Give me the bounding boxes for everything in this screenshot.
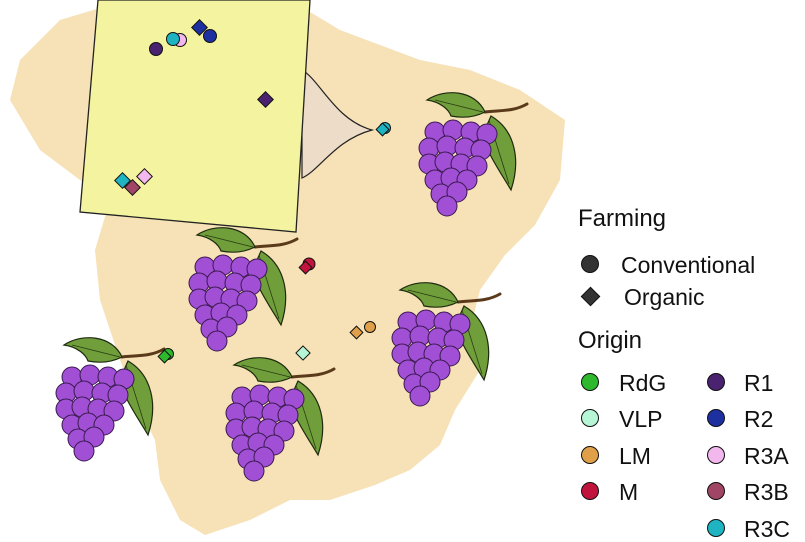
- legend-origin-marker-r3a: [707, 446, 725, 464]
- inset-zoom-panel: [79, 0, 311, 233]
- legend-origin-marker-r2: [707, 409, 725, 427]
- legend-origin-title: Origin: [578, 327, 642, 354]
- legend-origin-label-r1: R1: [744, 370, 773, 396]
- point-vlp-organic: [295, 345, 311, 361]
- point-r3c-organic: [114, 172, 131, 189]
- legend-farming-title: Farming: [578, 205, 666, 232]
- legend-origin-marker-r3b: [707, 482, 725, 500]
- legend-organic-marker: [580, 286, 601, 307]
- legend-origin-label-r2: R2: [744, 406, 773, 432]
- legend-origin-marker-lm: [581, 446, 599, 464]
- legend-origin-label-lm: LM: [619, 443, 651, 469]
- legend-origin-label-rdg: RdG: [619, 370, 666, 396]
- legend-origin-marker-vlp: [581, 409, 599, 427]
- point-r2-organic: [191, 19, 208, 36]
- legend-origin-label-r3c: R3C: [744, 516, 790, 542]
- legend-origin-marker-r3c: [707, 519, 725, 537]
- legend-origin-marker-m: [581, 482, 599, 500]
- inset-points: [114, 19, 274, 196]
- point-r3b-organic: [124, 179, 141, 196]
- point-r3c-organic: [375, 122, 390, 137]
- inset-callout: [301, 68, 375, 179]
- legend-origin-label-vlp: VLP: [619, 406, 662, 432]
- legend-origin-label-r3b: R3B: [744, 479, 789, 505]
- point-r1-conventional: [149, 42, 163, 56]
- legend-conventional-marker: [581, 255, 599, 273]
- legend-organic-label: Organic: [624, 284, 705, 310]
- point-m-organic: [298, 260, 313, 275]
- legend-conventional-label: Conventional: [621, 252, 755, 278]
- legend-origin-marker-rdg: [581, 373, 599, 391]
- point-r3a-organic: [136, 168, 153, 185]
- point-r2-conventional: [203, 29, 217, 43]
- legend-origin-label-r3a: R3A: [744, 443, 789, 469]
- legend-origin-marker-r1: [707, 373, 725, 391]
- map-points: [157, 122, 391, 364]
- legend: Farming Conventional Organic Origin RdG V…: [578, 205, 790, 542]
- point-r3c-conventional: [166, 32, 180, 46]
- point-rdg-organic: [157, 349, 172, 364]
- point-lm-conventional: [364, 321, 376, 333]
- point-lm-organic: [349, 325, 364, 340]
- legend-origin-label-m: M: [619, 479, 638, 505]
- point-r1-organic: [257, 91, 274, 108]
